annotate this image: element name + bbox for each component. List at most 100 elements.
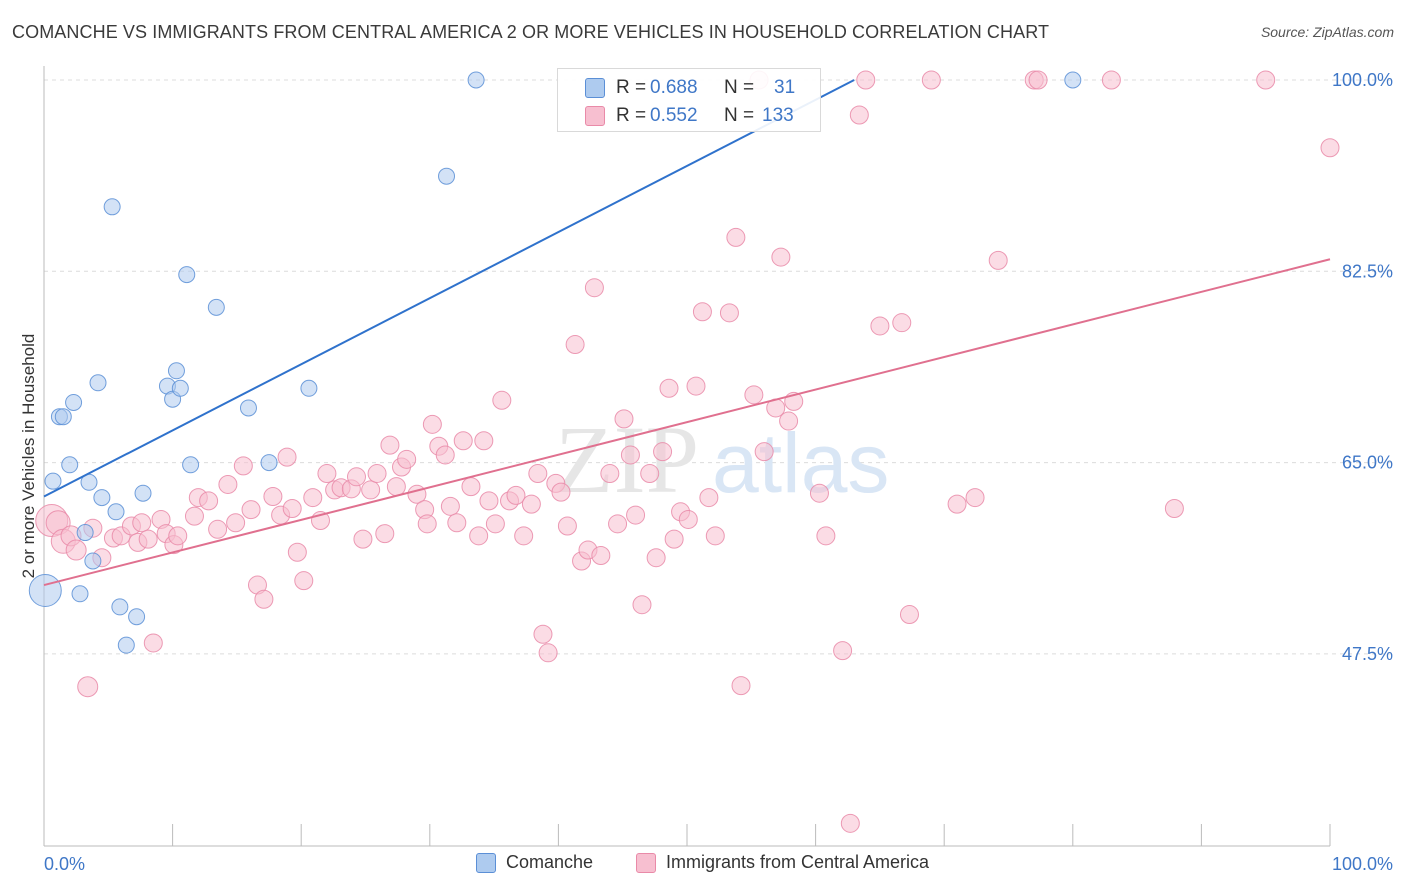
legend-swatch-pink (636, 852, 656, 873)
immigrants-point (241, 500, 261, 520)
immigrants-point (705, 526, 725, 546)
immigrants-point (719, 303, 739, 323)
comanche-point (44, 472, 62, 490)
immigrants-point (892, 313, 912, 333)
comanche-point (103, 198, 121, 216)
n-value: 31 (774, 77, 796, 98)
immigrants-point (397, 449, 417, 469)
comanche-point (117, 636, 135, 654)
immigrants-point (492, 390, 512, 410)
r-value: 0.552 (650, 105, 698, 126)
immigrants-point (380, 435, 400, 455)
immigrants-point (947, 494, 967, 514)
immigrants-point (233, 456, 253, 476)
immigrants-point (254, 589, 274, 609)
stats-row-comanche: R = 0.688 N = 31 (558, 73, 820, 101)
comanche-point (1064, 71, 1082, 89)
immigrants-point (856, 70, 876, 90)
y-tick-labels: 47.5% 65.0% 82.5% 100.0% (1332, 70, 1393, 664)
immigrants-point (208, 519, 228, 539)
stats-legend: R = 0.688 N = 31 R = 0.552 N = 133 (557, 68, 821, 132)
y-tick-label: 82.5% (1342, 261, 1393, 281)
immigrants-point (138, 529, 158, 549)
immigrants-point (1101, 70, 1121, 90)
immigrants-point (422, 414, 442, 434)
immigrants-point (184, 506, 204, 526)
immigrants-point (353, 529, 373, 549)
comanche-point (182, 456, 200, 474)
immigrants-point (965, 488, 985, 508)
immigrants-point (699, 488, 719, 508)
immigrants-point (754, 442, 774, 462)
immigrants-point (726, 227, 746, 247)
comanche-point (65, 393, 83, 411)
immigrants-point (816, 526, 836, 546)
immigrants-point (168, 526, 188, 546)
immigrants-point (226, 513, 246, 533)
comanche-point (467, 71, 485, 89)
y-tick-label: 47.5% (1342, 644, 1393, 664)
comanche-point (207, 298, 225, 316)
stats-swatch-blue (585, 78, 605, 98)
immigrants-point (692, 302, 712, 322)
immigrants-point (557, 516, 577, 536)
n-label: N = (724, 77, 755, 98)
immigrants-point (199, 491, 219, 511)
immigrants-point (664, 529, 684, 549)
immigrants-point (614, 409, 634, 429)
immigrants-point (600, 464, 620, 484)
y-axis-label: 2 or more Vehicles in Household (19, 334, 38, 579)
immigrants-point (287, 542, 307, 562)
immigrants-point (833, 641, 853, 661)
immigrants-point (849, 105, 869, 125)
immigrants-point (485, 514, 505, 534)
legend-swatch-blue (476, 852, 496, 873)
axis-layer (43, 66, 1331, 847)
comanche-point (167, 362, 185, 380)
immigrants-trend-line (43, 258, 1331, 587)
immigrants-point (653, 442, 673, 462)
immigrants-point (646, 548, 666, 568)
immigrants-point (1256, 70, 1276, 90)
comanche-point (111, 598, 129, 616)
immigrants-point (608, 514, 628, 534)
comanche-point (171, 379, 189, 397)
immigrants-point (143, 633, 163, 653)
immigrants-point (809, 483, 829, 503)
legend-item-comanche[interactable]: Comanche (476, 852, 593, 873)
immigrants-point (1028, 70, 1048, 90)
legend-label: Immigrants from Central America (666, 852, 930, 872)
immigrants-point (988, 250, 1008, 270)
r-label: R = (616, 77, 647, 98)
immigrants-point (921, 70, 941, 90)
immigrants-point (533, 624, 553, 644)
comanche-point (54, 408, 72, 426)
comanche-point (239, 399, 257, 417)
comanche-point (300, 379, 318, 397)
immigrants-point (506, 485, 526, 505)
immigrants-point (218, 474, 238, 494)
immigrants-point (303, 488, 323, 508)
comanche-point (76, 524, 94, 542)
comanche-point (89, 374, 107, 392)
legend-label: Comanche (506, 852, 594, 872)
immigrants-point (65, 539, 87, 561)
comanche-point (71, 585, 89, 603)
stats-row-immigrants: R = 0.552 N = 133 (558, 101, 820, 129)
immigrants-point (632, 595, 652, 615)
immigrants-point (686, 376, 706, 396)
immigrants-point (367, 464, 387, 484)
immigrants-point (538, 643, 558, 663)
immigrants-point (474, 431, 494, 451)
watermark-atlas: atlas (712, 416, 889, 510)
immigrants-point (514, 526, 534, 546)
immigrants-point (591, 546, 611, 566)
immigrants-point (447, 513, 467, 533)
n-value: 133 (762, 105, 794, 126)
x-tick-label-max: 100.0% (1332, 854, 1393, 874)
immigrants-point (277, 447, 297, 467)
immigrants-point (779, 411, 799, 431)
r-label: R = (616, 105, 647, 126)
legend-item-immigrants[interactable]: Immigrants from Central America (636, 852, 929, 873)
